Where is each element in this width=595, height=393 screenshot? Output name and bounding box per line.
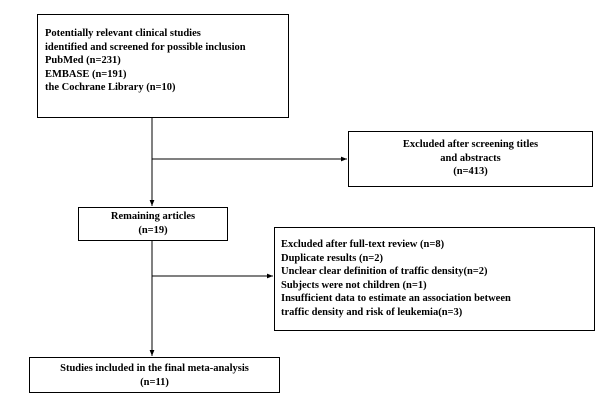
- search-box-line: the Cochrane Library (n=10): [45, 82, 176, 93]
- excluded-screening-line: Excluded after screening titles: [402, 139, 539, 150]
- excluded-fulltext-line: Insufficient data to estimate an associa…: [281, 293, 511, 304]
- search-box-line: EMBASE (n=191): [45, 68, 127, 80]
- excluded-fulltext-line: traffic density and risk of leukemia(n=3…: [281, 306, 463, 318]
- excluded-fulltext-line: Duplicate results (n=2): [281, 252, 384, 264]
- search-box-line: Potentially relevant clinical studies: [45, 28, 201, 39]
- remaining-articles-box: Remaining articles (n=19): [78, 207, 228, 241]
- included-studies-line: (n=11): [140, 376, 169, 388]
- excluded-screening-line: and abstracts: [440, 152, 501, 164]
- excluded-fulltext-line: Excluded after full-text review (n=8): [281, 239, 445, 250]
- excluded-fulltext-line: Subjects were not children (n=1): [281, 279, 427, 291]
- remaining-articles-line: Remaining articles: [110, 211, 196, 222]
- search-results-box: Potentially relevant clinical studies id…: [37, 14, 289, 118]
- excluded-fulltext-box: Excluded after full-text review (n=8) Du…: [274, 227, 595, 331]
- included-studies-line: Studies included in the final meta-analy…: [60, 363, 249, 374]
- remaining-articles-line: (n=19): [138, 224, 168, 236]
- search-box-line: PubMed (n=231): [45, 55, 121, 66]
- excluded-fulltext-line: Unclear clear definition of traffic dens…: [281, 266, 488, 277]
- excluded-screening-line: (n=413): [453, 166, 488, 177]
- excluded-screening-box: Excluded after screening titles and abst…: [348, 131, 593, 187]
- included-studies-box: Studies included in the final meta-analy…: [29, 357, 280, 393]
- search-box-line: identified and screened for possible inc…: [45, 41, 246, 53]
